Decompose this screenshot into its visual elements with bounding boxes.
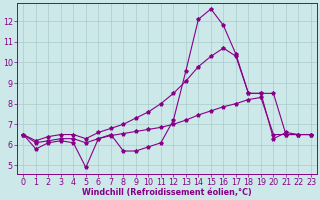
X-axis label: Windchill (Refroidissement éolien,°C): Windchill (Refroidissement éolien,°C) xyxy=(82,188,252,197)
